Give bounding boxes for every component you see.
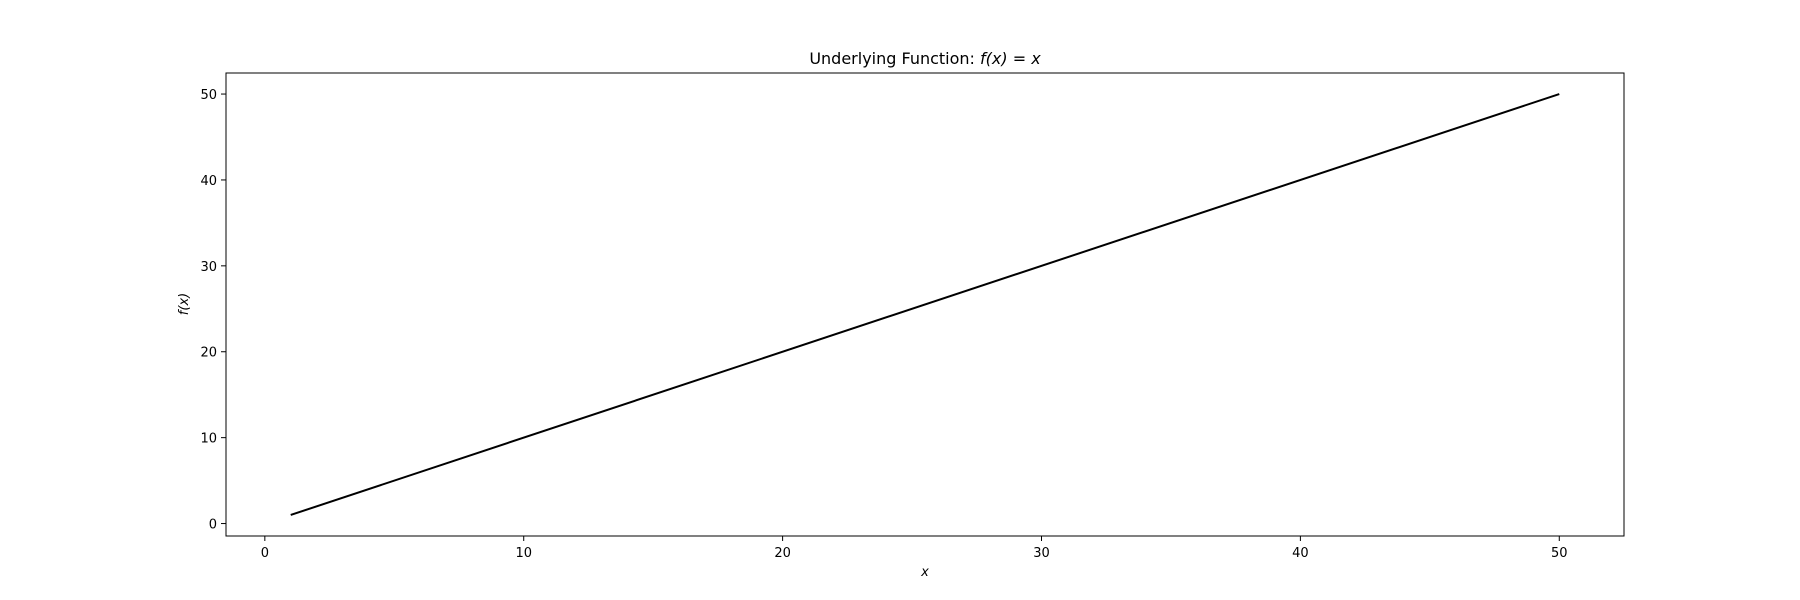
y-tick-label: 50 <box>200 88 217 103</box>
x-tick-label: 50 <box>1551 546 1568 561</box>
x-tick-label: 10 <box>515 546 532 561</box>
chart-title-text: Underlying Function: <box>809 49 980 68</box>
x-axis-label: x <box>920 565 929 580</box>
series-line-0 <box>290 93 1560 516</box>
y-tick-label: 30 <box>200 260 217 275</box>
y-tick-label: 40 <box>200 174 217 189</box>
x-tick-label: 40 <box>1292 546 1309 561</box>
x-tick-label: 20 <box>774 546 791 561</box>
y-axis-label: f(x) <box>177 293 192 315</box>
y-tick-label: 0 <box>209 518 217 533</box>
y-axis-ticks: 0 10 20 30 40 50 <box>200 88 226 533</box>
axes-frame <box>225 72 1625 537</box>
x-tick-label: 30 <box>1033 546 1050 561</box>
y-tick-label: 20 <box>200 346 217 361</box>
chart-title: Underlying Function: f(x) = x <box>809 49 1041 68</box>
chart-title-math: f(x) = x <box>980 49 1041 68</box>
y-tick-label: 10 <box>200 432 217 447</box>
plot-area <box>290 93 1560 516</box>
x-axis-ticks: 0 10 20 30 40 50 <box>261 536 1568 561</box>
x-tick-label: 0 <box>261 546 269 561</box>
